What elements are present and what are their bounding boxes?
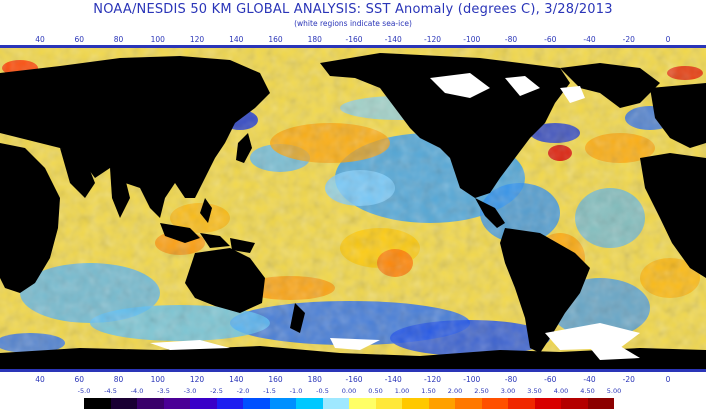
- longitude-label: 80: [113, 375, 124, 384]
- longitude-label: 140: [229, 35, 244, 44]
- longitude-label: 40: [35, 375, 45, 384]
- longitude-label: -140: [384, 35, 402, 44]
- colorbar-swatch: [587, 398, 614, 409]
- longitude-label: -100: [463, 375, 481, 384]
- longitude-label: 180: [307, 375, 322, 384]
- longitude-label: -160: [345, 35, 363, 44]
- longitude-label: -80: [504, 35, 518, 44]
- colorbar-swatch: [561, 398, 588, 409]
- longitude-label: 180: [307, 35, 322, 44]
- colorbar-swatch: [110, 398, 137, 409]
- colorbar-tick-label: 4.50: [580, 387, 595, 395]
- colorbar-tick-label: 0.00: [341, 387, 357, 395]
- colorbar-swatch: [428, 398, 455, 409]
- longitude-label: -20: [622, 375, 635, 384]
- colorbar-tick-label: -3.0: [183, 387, 197, 395]
- colorbar-tick-label: -1.0: [289, 387, 303, 395]
- longitude-label: 120: [189, 375, 205, 384]
- colorbar-labels: -5.0 -4.5 -4.0 -3.5 -3.0 -2.5 -2.0 -1.5 -1.0 -0.5…: [0, 387, 706, 397]
- colorbar-swatch: [402, 398, 429, 409]
- colorbar-swatch: [508, 398, 535, 409]
- longitude-label: 60: [74, 375, 85, 384]
- longitude-label: 140: [229, 375, 244, 384]
- land-masses: [0, 53, 706, 369]
- colorbar-tick-label: 1.50: [421, 387, 436, 395]
- colorbar-swatch: [190, 398, 217, 409]
- longitude-label: -100: [463, 35, 481, 44]
- colorbar-tick-label: 0.50: [368, 387, 383, 395]
- colorbar-tick-label: 3.00: [500, 387, 516, 395]
- longitude-label: 160: [268, 35, 283, 44]
- longitude-label: -140: [384, 375, 402, 384]
- map-top-border: [0, 45, 706, 48]
- colorbar-tick-label: -5.0: [77, 387, 91, 395]
- colorbar-tick-label: 2.00: [447, 387, 463, 395]
- longitude-label: 100: [150, 35, 165, 44]
- colorbar-swatch: [534, 398, 561, 409]
- colorbar-swatch: [481, 398, 508, 409]
- colorbar-swatch: [137, 398, 164, 409]
- longitude-label: -80: [504, 375, 518, 384]
- colorbar-tick-label: -2.0: [236, 387, 250, 395]
- longitude-label: -120: [423, 35, 442, 44]
- colorbar-swatch: [349, 398, 376, 409]
- colorbar-tick-label: -4.0: [130, 387, 144, 395]
- longitude-label: -60: [544, 375, 557, 384]
- longitude-label: -120: [423, 375, 442, 384]
- longitude-label: 80: [113, 35, 124, 44]
- colorbar-tick-label: 3.50: [527, 387, 542, 395]
- longitude-label: -20: [622, 35, 635, 44]
- colorbar-swatch: [84, 398, 111, 409]
- sst-anomaly-map: [0, 48, 706, 369]
- longitude-labels-top: 40 60 80 100 120 140 160 180 -160 -140 -120 -100 -80…: [0, 35, 706, 45]
- map-subtitle: (white regions indicate sea-ice): [294, 19, 412, 28]
- map-title: NOAA/NESDIS 50 KM GLOBAL ANALYSIS: SST A…: [93, 2, 613, 17]
- longitude-label: -40: [583, 35, 596, 44]
- colorbar-swatch: [163, 398, 190, 409]
- colorbar-tick-label: 1.00: [394, 387, 410, 395]
- longitude-label: -160: [345, 375, 363, 384]
- longitude-label: 0: [665, 375, 671, 384]
- colorbar-swatch: [216, 398, 243, 409]
- colorbar-tick-label: -2.5: [210, 387, 223, 395]
- colorbar-swatch: [322, 398, 349, 409]
- colorbar-swatch: [243, 398, 270, 409]
- longitude-label: 160: [268, 375, 283, 384]
- longitude-label: -60: [544, 35, 557, 44]
- longitude-labels-bottom: 40 60 80 100 120 140 160 180 -160 -140 -120 -100 -80…: [0, 375, 706, 385]
- sea-ice-regions: [150, 73, 640, 360]
- colorbar-tick-label: 2.50: [474, 387, 489, 395]
- colorbar-tick-label: -4.5: [104, 387, 117, 395]
- colorbar-swatch: [375, 398, 402, 409]
- longitude-label: 40: [35, 35, 45, 44]
- colorbar: [84, 398, 614, 409]
- map-bottom-border: [0, 369, 706, 372]
- longitude-label: 60: [74, 35, 85, 44]
- colorbar-tick-label: -1.5: [263, 387, 276, 395]
- longitude-label: 120: [189, 35, 205, 44]
- colorbar-swatch: [296, 398, 323, 409]
- colorbar-tick-label: -3.5: [157, 387, 170, 395]
- colorbar-tick-label: 4.00: [553, 387, 569, 395]
- colorbar-tick-label: 5.00: [606, 387, 622, 395]
- longitude-label: -40: [583, 375, 596, 384]
- colorbar-tick-label: -0.5: [316, 387, 329, 395]
- colorbar-swatch: [269, 398, 296, 409]
- longitude-label: 0: [665, 35, 671, 44]
- longitude-label: 100: [150, 375, 165, 384]
- colorbar-swatch: [455, 398, 482, 409]
